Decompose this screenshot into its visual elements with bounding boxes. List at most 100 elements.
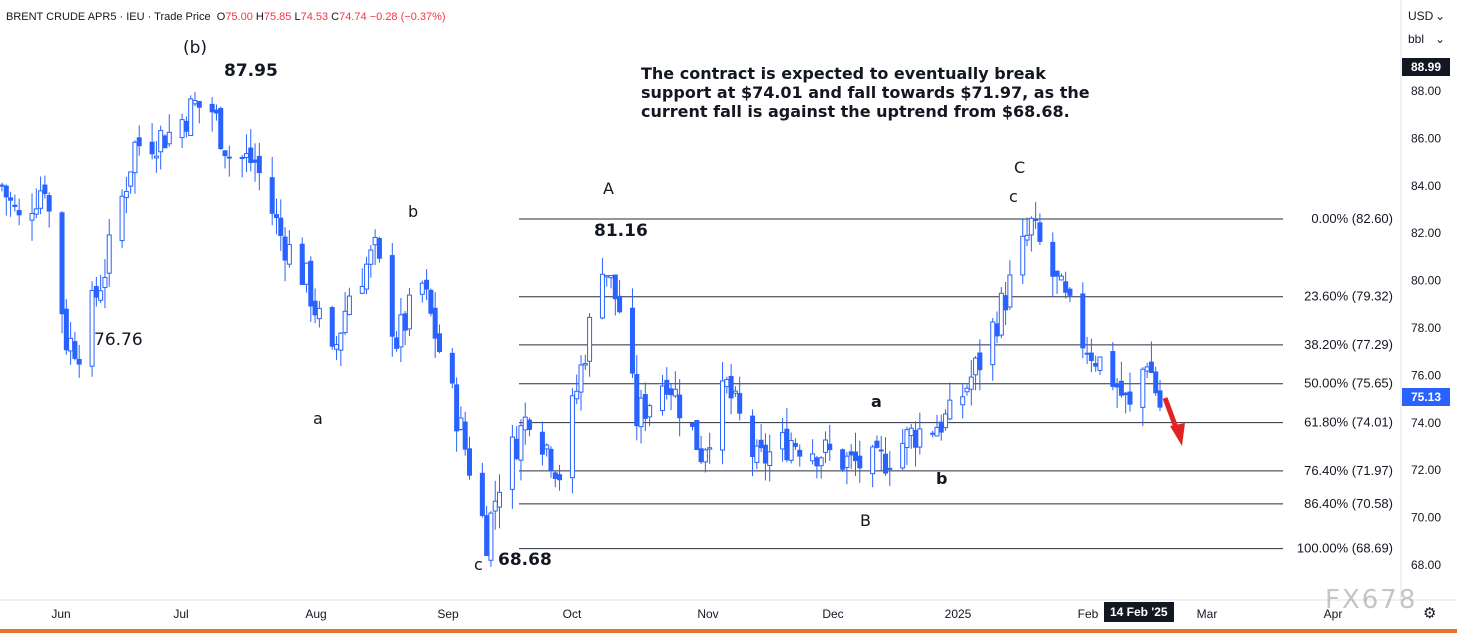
candle-body [844,455,850,468]
candle-body [304,262,310,285]
candle-body [458,417,464,431]
candle-body [162,135,168,149]
candle-body [209,103,215,113]
candle-body [488,512,494,561]
candle-body [732,390,738,394]
candle-body [638,397,644,428]
candle-body [239,156,245,159]
candle-body [1033,218,1039,221]
candle-body [780,432,786,450]
candle-body [1020,235,1026,276]
fib-level-label: 61.80% (74.01) [1304,415,1393,430]
candle-body [497,491,503,508]
exchange-name: IEU [126,11,145,23]
candle-body [629,307,635,374]
candle-body [406,294,412,330]
candle-body [1067,288,1073,296]
wave-label: B [860,511,871,530]
candle-body [394,337,400,349]
high-value: 75.85 [263,11,292,23]
unit-select[interactable]: bbl ⌄ [1408,32,1445,46]
candle-body [852,451,858,462]
candle-body [119,195,125,242]
candle-body [1140,368,1146,408]
y-tick-label: 72.00 [1411,463,1441,477]
candle-body [68,337,74,352]
fib-level-label: 86.40% (70.58) [1304,496,1393,511]
candle-body [282,236,288,261]
candle-body [273,214,279,219]
candle-body [544,444,550,450]
candle-body [672,388,678,397]
candle-body [252,159,258,163]
y-tick-label: 70.00 [1411,511,1441,525]
watermark: FX678 [1325,585,1418,615]
time-axis[interactable]: Jun Jul Aug Sep Oct Nov Dec 2025 Feb Mar Apr [0,599,1457,621]
x-tick-label: Mar [1197,607,1218,621]
max-price-badge: 88.99 [1402,58,1450,76]
last-price-badge: 75.13 [1402,388,1450,406]
candle-body [484,515,490,557]
candle-body [792,443,798,447]
fib-level-label: 0.00% (82.60) [1311,211,1393,226]
candle-body [222,150,228,157]
bottom-accent-bar [0,629,1457,633]
x-tick-label: Nov [697,607,718,621]
candle-body [964,387,970,393]
candle-body [612,274,618,300]
candle-body [762,444,768,464]
candle-body [424,279,430,290]
down-arrow-icon [1162,397,1185,446]
candle-body [1127,391,1133,405]
candle-body [1050,241,1056,277]
candle-body [883,453,889,474]
candle-body [372,236,378,246]
candle-body [329,307,335,347]
candle-body [213,109,219,114]
candle-body [286,244,292,265]
candle-body [316,307,322,320]
candle-body [106,234,112,274]
candle-body [1007,274,1013,308]
candle-body [1148,361,1154,374]
candle-body [617,295,623,313]
gear-icon[interactable]: ⚙ [1423,605,1437,622]
candle-body [72,341,78,359]
wave-label: c [474,555,483,574]
candle-body [183,120,189,132]
candle-body [694,420,700,451]
candle-body [419,282,425,295]
candle-body [569,395,575,479]
candle-body [767,451,773,466]
candle-body [308,260,314,307]
candle-body [827,443,833,451]
candle-body [527,419,533,430]
candle-body [599,273,605,319]
candle-body [338,332,344,351]
symbol-header[interactable]: BRENT CRUDE APR5 · IEU · Trade Price O75… [6,11,446,23]
candle-body [1118,380,1124,396]
y-tick-label: 88.00 [1411,84,1441,98]
y-tick-label: 80.00 [1411,274,1441,288]
candle-body [16,210,22,216]
candle-body [913,429,919,448]
candle-body [102,276,108,289]
candle-body [968,376,974,390]
candle-body [136,137,142,147]
candle-body [196,101,202,108]
price-axis[interactable]: 88.00 86.00 84.00 82.00 80.00 78.00 76.00 74.00… [1400,0,1441,600]
candle-body [1063,281,1069,293]
candle-body [1088,352,1094,362]
candle-body [1028,217,1034,236]
candle-body [518,425,524,461]
x-tick-label: Jun [51,607,70,621]
low-value: 74.53 [300,11,329,23]
wave-label: C [1014,158,1026,177]
candle-body [454,384,460,432]
candle-body [690,423,696,427]
candle-body [376,238,382,259]
currency-select[interactable]: USD ⌄ [1408,9,1445,23]
candle-body [33,208,39,215]
candle-body [509,436,515,490]
